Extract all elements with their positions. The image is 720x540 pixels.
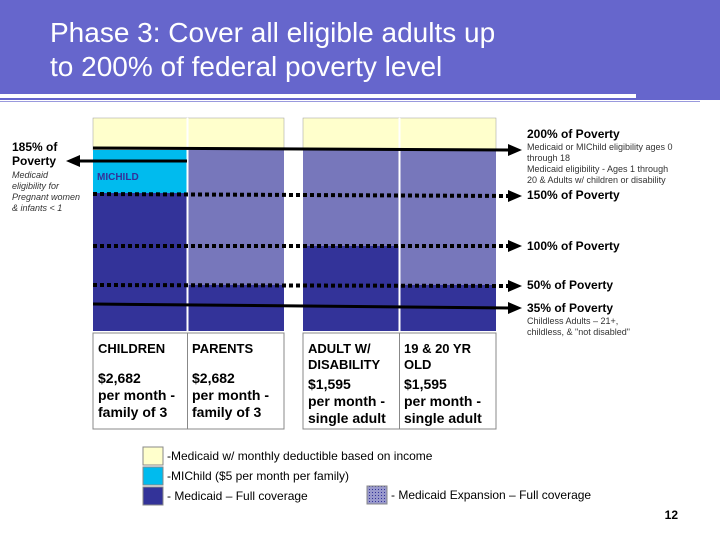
parents-deductible-band — [187, 117, 285, 151]
title-underline — [0, 94, 636, 98]
note-35-poverty: Childless Adults – 21+, childless, & "no… — [527, 316, 630, 337]
label-200-poverty: 200% of Poverty — [527, 127, 620, 141]
legend-label-expansion: - Medicaid Expansion – Full coverage — [391, 488, 592, 502]
left-label-185-note: Medicaid eligibility for Pregnant women … — [12, 170, 81, 213]
label-100-poverty: 100% of Poverty — [527, 239, 620, 253]
label-50-poverty: 50% of Poverty — [527, 278, 614, 292]
youth-expansion-band — [400, 150, 496, 285]
title-bar — [0, 0, 720, 100]
legend-swatch-michild — [142, 466, 164, 486]
left-label-185-title: 185% of Poverty — [12, 140, 58, 168]
label-35-poverty: 35% of Poverty — [527, 301, 614, 315]
column-income-youth: $1,595 per month - single adult — [404, 376, 482, 426]
children-medicaid-band — [93, 193, 187, 331]
legend-swatch-deductible — [142, 446, 164, 466]
michild-label: MICHILD — [97, 172, 139, 183]
column-income-parents: $2,682 per month - family of 3 — [192, 370, 269, 420]
legend-label-medicaid: - Medicaid – Full coverage — [167, 489, 308, 503]
label-150-poverty: 150% of Poverty — [527, 188, 620, 202]
title-divider — [0, 101, 700, 102]
note-200-poverty: Medicaid or MIChild eligibility ages 0 t… — [527, 142, 673, 185]
slide-title: Phase 3: Cover all eligible adults up to… — [50, 17, 496, 82]
page-number: 12 — [664, 508, 678, 522]
arrow-35-poverty — [92, 302, 511, 310]
children-deductible-band — [92, 117, 188, 151]
legend-label-deductible: -Medicaid w/ monthly deductible based on… — [167, 449, 433, 463]
disability-medicaid-band — [303, 246, 399, 331]
parents-expansion-band — [188, 150, 284, 285]
column-income-children: $2,682 per month - family of 3 — [98, 370, 175, 420]
disability-expansion-band — [303, 150, 399, 246]
legend-swatch-medicaid — [142, 486, 164, 506]
column-header-children: CHILDREN — [98, 341, 166, 356]
column-header-disability: ADULT W/ DISABILITY — [308, 341, 381, 372]
parents-medicaid-band — [188, 285, 284, 331]
legend-swatch-expansion — [366, 485, 388, 505]
arrow-200-poverty — [92, 146, 511, 152]
column-header-parents: PARENTS — [192, 341, 254, 356]
children-michild-band — [93, 150, 187, 193]
legend-label-michild: -MIChild ($5 per month per family) — [167, 469, 350, 483]
disability-deductible-band — [302, 117, 400, 151]
youth-deductible-band — [399, 117, 497, 151]
column-income-disability: $1,595 per month - single adult — [308, 376, 386, 426]
column-header-youth: 19 & 20 YR OLD — [404, 341, 471, 372]
header-cells-left — [92, 332, 285, 430]
